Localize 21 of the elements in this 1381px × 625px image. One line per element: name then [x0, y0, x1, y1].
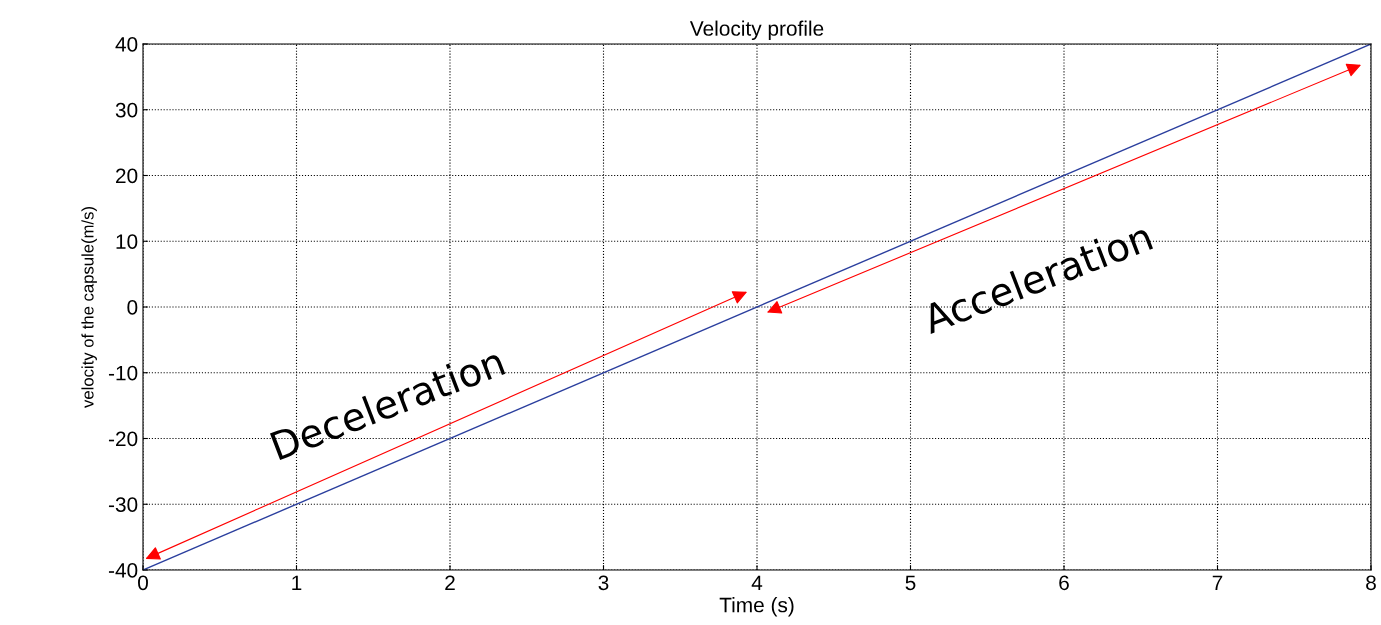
y-tick-label: -10 — [108, 365, 138, 381]
chart-title: Velocity profile — [689, 20, 824, 40]
y-tick-label: 30 — [115, 102, 138, 118]
x-tick-label: 4 — [751, 575, 763, 590]
x-tick-label: 0 — [138, 575, 148, 591]
x-tick-label: 1 — [292, 575, 302, 590]
x-tick-label: 8 — [1366, 575, 1376, 591]
x-tick-label: 5 — [905, 575, 916, 591]
x-tick-label: 2 — [445, 575, 455, 590]
x-tick-label: 6 — [1059, 575, 1069, 591]
x-tick-label: 3 — [598, 575, 609, 591]
y-tick-label: 0 — [127, 300, 138, 315]
y-tick-label: 10 — [116, 234, 138, 249]
y-tick-label: 40 — [115, 37, 138, 52]
y-tick-label: -30 — [108, 497, 138, 512]
y-tick-label: 20 — [116, 168, 138, 184]
x-tick-label: 7 — [1212, 575, 1223, 590]
y-tick-label: -40 — [108, 563, 138, 578]
y-tick-label: -20 — [108, 431, 138, 447]
x-axis-title: Time (s) — [719, 597, 794, 617]
y-axis-title: velocity of the capsule(m/s) — [81, 207, 97, 408]
